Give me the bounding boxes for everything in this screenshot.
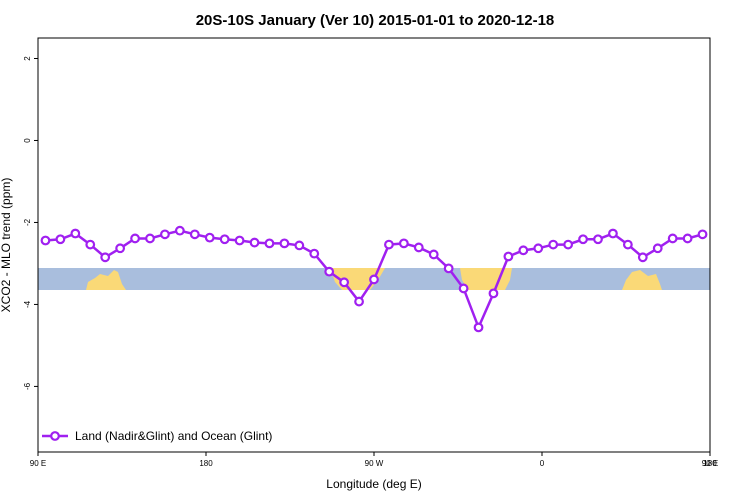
x-axis-label: Longitude (deg E): [326, 477, 421, 491]
y-tick-label: 2: [23, 56, 32, 61]
y-tick-label: -6: [23, 382, 32, 390]
data-point: [219, 234, 230, 245]
data-point: [563, 239, 574, 250]
y-tick-label: -2: [23, 218, 32, 226]
data-point: [145, 233, 155, 244]
data-point: [488, 288, 499, 299]
y-tick-label: -4: [23, 300, 32, 308]
x-tick-label: 90 W: [365, 459, 384, 468]
data-point: [234, 235, 245, 246]
y-tick-label: 0: [23, 138, 32, 143]
data-point: [339, 277, 350, 288]
data-point: [593, 234, 603, 245]
data-point: [369, 274, 379, 285]
data-point: [697, 229, 708, 240]
data-point: [264, 238, 275, 249]
data-point: [413, 242, 424, 253]
data-point: [100, 252, 111, 263]
x-tick-label: 90 E: [702, 459, 718, 468]
data-point: [473, 322, 484, 333]
data-point: [309, 248, 320, 259]
data-point: [55, 234, 66, 245]
data-point: [652, 243, 663, 254]
x-tick-label: 90 E: [30, 459, 46, 468]
plot-frame: [37, 37, 711, 453]
data-point: [70, 228, 81, 239]
y-axis-label: XCO2 - MLO trend (ppm): [0, 178, 13, 313]
data-point: [279, 238, 290, 249]
data-point: [40, 235, 51, 246]
data-point: [354, 296, 364, 307]
data-point: [174, 225, 185, 236]
data-point: [503, 251, 514, 262]
data-point: [533, 243, 544, 254]
data-point: [637, 252, 648, 263]
data-point: [130, 233, 140, 244]
x-tick-label: 0: [540, 459, 545, 468]
data-point: [428, 249, 439, 260]
data-point: [249, 237, 260, 248]
data-point: [204, 232, 215, 243]
data-point: [384, 239, 394, 250]
x-tick-label: 180: [199, 459, 213, 468]
data-point: [682, 233, 693, 244]
data-point: [458, 283, 469, 294]
data-point: [115, 243, 126, 254]
data-point: [608, 228, 618, 239]
data-point: [398, 238, 409, 249]
data-point: [189, 229, 200, 240]
x-tick-label: 180: [703, 459, 717, 468]
data-point: [85, 239, 96, 250]
data-point: [518, 245, 529, 256]
data-point: [578, 234, 588, 245]
data-point: [622, 239, 633, 250]
data-point: [294, 240, 305, 251]
data-point: [443, 263, 454, 274]
data-point: [548, 239, 559, 250]
data-point: [667, 233, 678, 244]
data-point: [160, 229, 170, 240]
legend-label: Land (Nadir&Glint) and Ocean (Glint): [75, 429, 272, 443]
legend-marker: [50, 431, 60, 441]
data-point: [324, 266, 335, 277]
chart-title: 20S-10S January (Ver 10) 2015-01-01 to 2…: [196, 12, 555, 29]
